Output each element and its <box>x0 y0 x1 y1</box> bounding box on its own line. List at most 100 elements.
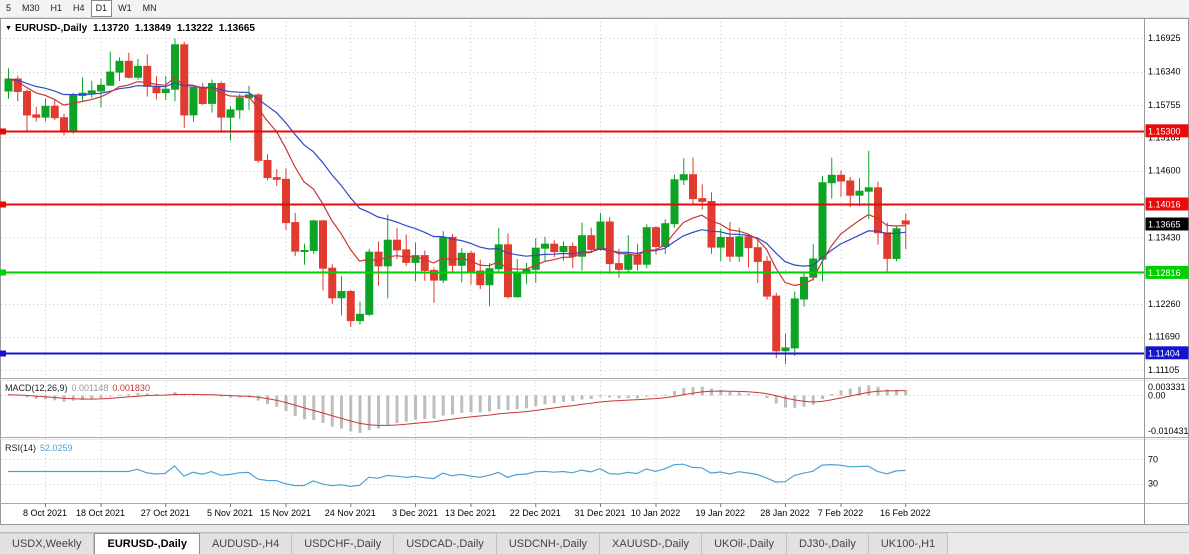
candle-body <box>263 160 272 179</box>
candle-body <box>744 236 753 249</box>
candle-body <box>726 236 734 257</box>
time-axis-label: 7 Feb 2022 <box>818 508 864 518</box>
tab-ukoil-daily[interactable]: UKOil-,Daily <box>702 533 787 554</box>
candle-body <box>633 254 642 265</box>
timeframe-button-w1[interactable]: W1 <box>113 0 137 17</box>
candle-body <box>615 263 623 270</box>
candle-body <box>171 44 179 90</box>
candle-body <box>578 235 586 257</box>
time-axis-label: 10 Jan 2022 <box>631 508 681 518</box>
candle-body <box>837 174 845 182</box>
candle-body <box>550 243 559 253</box>
price-axis-label: 1.16340 <box>1148 67 1181 77</box>
timeframe-button-5[interactable]: 5 <box>1 0 16 17</box>
price-tag <box>1145 265 1189 279</box>
tab-usdchf-daily[interactable]: USDCHF-,Daily <box>292 533 395 554</box>
candle-body <box>809 258 818 278</box>
candle-body <box>411 255 420 263</box>
time-axis-label: 8 Oct 2021 <box>23 508 67 518</box>
timeframe-button-mn[interactable]: MN <box>138 0 162 17</box>
candle-body <box>208 83 216 104</box>
candle-body <box>282 178 290 224</box>
hline-anchor-marker[interactable] <box>0 201 6 208</box>
candle-body <box>818 182 827 260</box>
candle-body <box>124 60 133 78</box>
candle-body <box>365 251 374 315</box>
candle-body <box>393 239 401 251</box>
time-axis-label: 18 Oct 2021 <box>76 508 125 518</box>
candle-body <box>864 187 873 192</box>
candle-body <box>901 220 910 225</box>
chevron-down-icon[interactable]: ▼ <box>5 25 12 32</box>
candle-body <box>346 291 355 322</box>
price-tag-label: 1.15300 <box>1148 126 1181 136</box>
candle-body <box>605 221 614 265</box>
timeframe-button-h1[interactable]: H1 <box>46 0 68 17</box>
macd-main-value: 0.001148 <box>71 383 109 393</box>
candle-body <box>568 246 577 257</box>
time-axis-label: 3 Dec 2021 <box>392 508 438 518</box>
rsi-line <box>8 463 906 488</box>
indicator-axis-label: 0.003331 <box>1148 382 1186 392</box>
candle-body <box>115 60 124 73</box>
candle-body <box>559 246 568 253</box>
candle-body <box>753 247 762 262</box>
ohlc-close-value: 1.13665 <box>218 23 255 34</box>
time-axis-label: 15 Nov 2021 <box>260 508 311 518</box>
indicator-axis-label: 30 <box>1148 479 1158 489</box>
tab-dj30-daily[interactable]: DJ30-,Daily <box>786 533 869 554</box>
candle-body <box>328 267 337 299</box>
candle-body <box>652 227 660 247</box>
candle-body <box>23 91 31 116</box>
hline-anchor-marker[interactable] <box>0 128 6 135</box>
price-tag-label: 1.11404 <box>1148 348 1180 358</box>
candle-body <box>698 198 707 202</box>
tab-usdcnh-daily[interactable]: USDCNH-,Daily <box>496 533 601 554</box>
tab-xauusd-daily[interactable]: XAUUSD-,Daily <box>600 533 703 554</box>
candle-body <box>217 83 226 118</box>
price-axis-label: 1.14600 <box>1148 166 1181 176</box>
time-axis-label: 27 Oct 2021 <box>141 508 190 518</box>
hline-anchor-marker[interactable] <box>0 269 6 276</box>
timeframe-button-d1[interactable]: D1 <box>90 0 113 17</box>
price-axis-label: 1.11105 <box>1148 365 1179 375</box>
candle-body <box>60 117 68 132</box>
timeframe-button-h4[interactable]: H4 <box>68 0 90 17</box>
candle-body <box>504 244 512 298</box>
candle-body <box>41 105 50 118</box>
time-axis-label: 22 Dec 2021 <box>510 508 561 518</box>
hline-anchor-marker[interactable] <box>0 350 6 357</box>
price-tag-label: 1.14016 <box>1148 200 1181 210</box>
timeframe-button-m30[interactable]: M30 <box>17 0 45 17</box>
candle-body <box>226 109 235 118</box>
candle-body <box>13 78 22 92</box>
ma-slow-line <box>7 78 906 267</box>
time-axis-label: 31 Dec 2021 <box>574 508 625 518</box>
price-tag <box>1145 217 1189 231</box>
price-tag-label: 1.13665 <box>1148 220 1181 230</box>
candle-body <box>198 87 207 104</box>
candle-body <box>781 347 790 352</box>
candle-body <box>152 85 161 94</box>
candle-body <box>883 232 892 259</box>
candle-body <box>716 236 725 248</box>
tab-audusd-h4[interactable]: AUDUSD-,H4 <box>199 533 293 554</box>
candle-body <box>50 105 59 119</box>
tab-eurusd-daily[interactable]: EURUSD-,Daily <box>94 533 200 554</box>
price-axis-label: 1.16925 <box>1148 33 1181 43</box>
candle-body <box>689 174 697 200</box>
candle-body <box>587 235 596 250</box>
candle-body <box>827 174 836 184</box>
macd-title: MACD(12,26,9) <box>5 383 68 393</box>
tab-usdcad-daily[interactable]: USDCAD-,Daily <box>394 533 497 554</box>
candle-body <box>4 78 13 92</box>
price-tag-label: 1.12816 <box>1148 268 1181 278</box>
candle-body <box>624 254 633 270</box>
macd-indicator-label: MACD(12,26,9) 0.001148 0.001830 <box>5 383 154 393</box>
tab-uk100-h1[interactable]: UK100-,H1 <box>868 533 949 554</box>
price-axis-label: 1.13430 <box>1148 232 1181 242</box>
tab-usdx-weekly[interactable]: USDX,Weekly <box>0 533 95 554</box>
candle-body <box>531 247 540 270</box>
rsi-value: 52.0259 <box>40 443 73 453</box>
